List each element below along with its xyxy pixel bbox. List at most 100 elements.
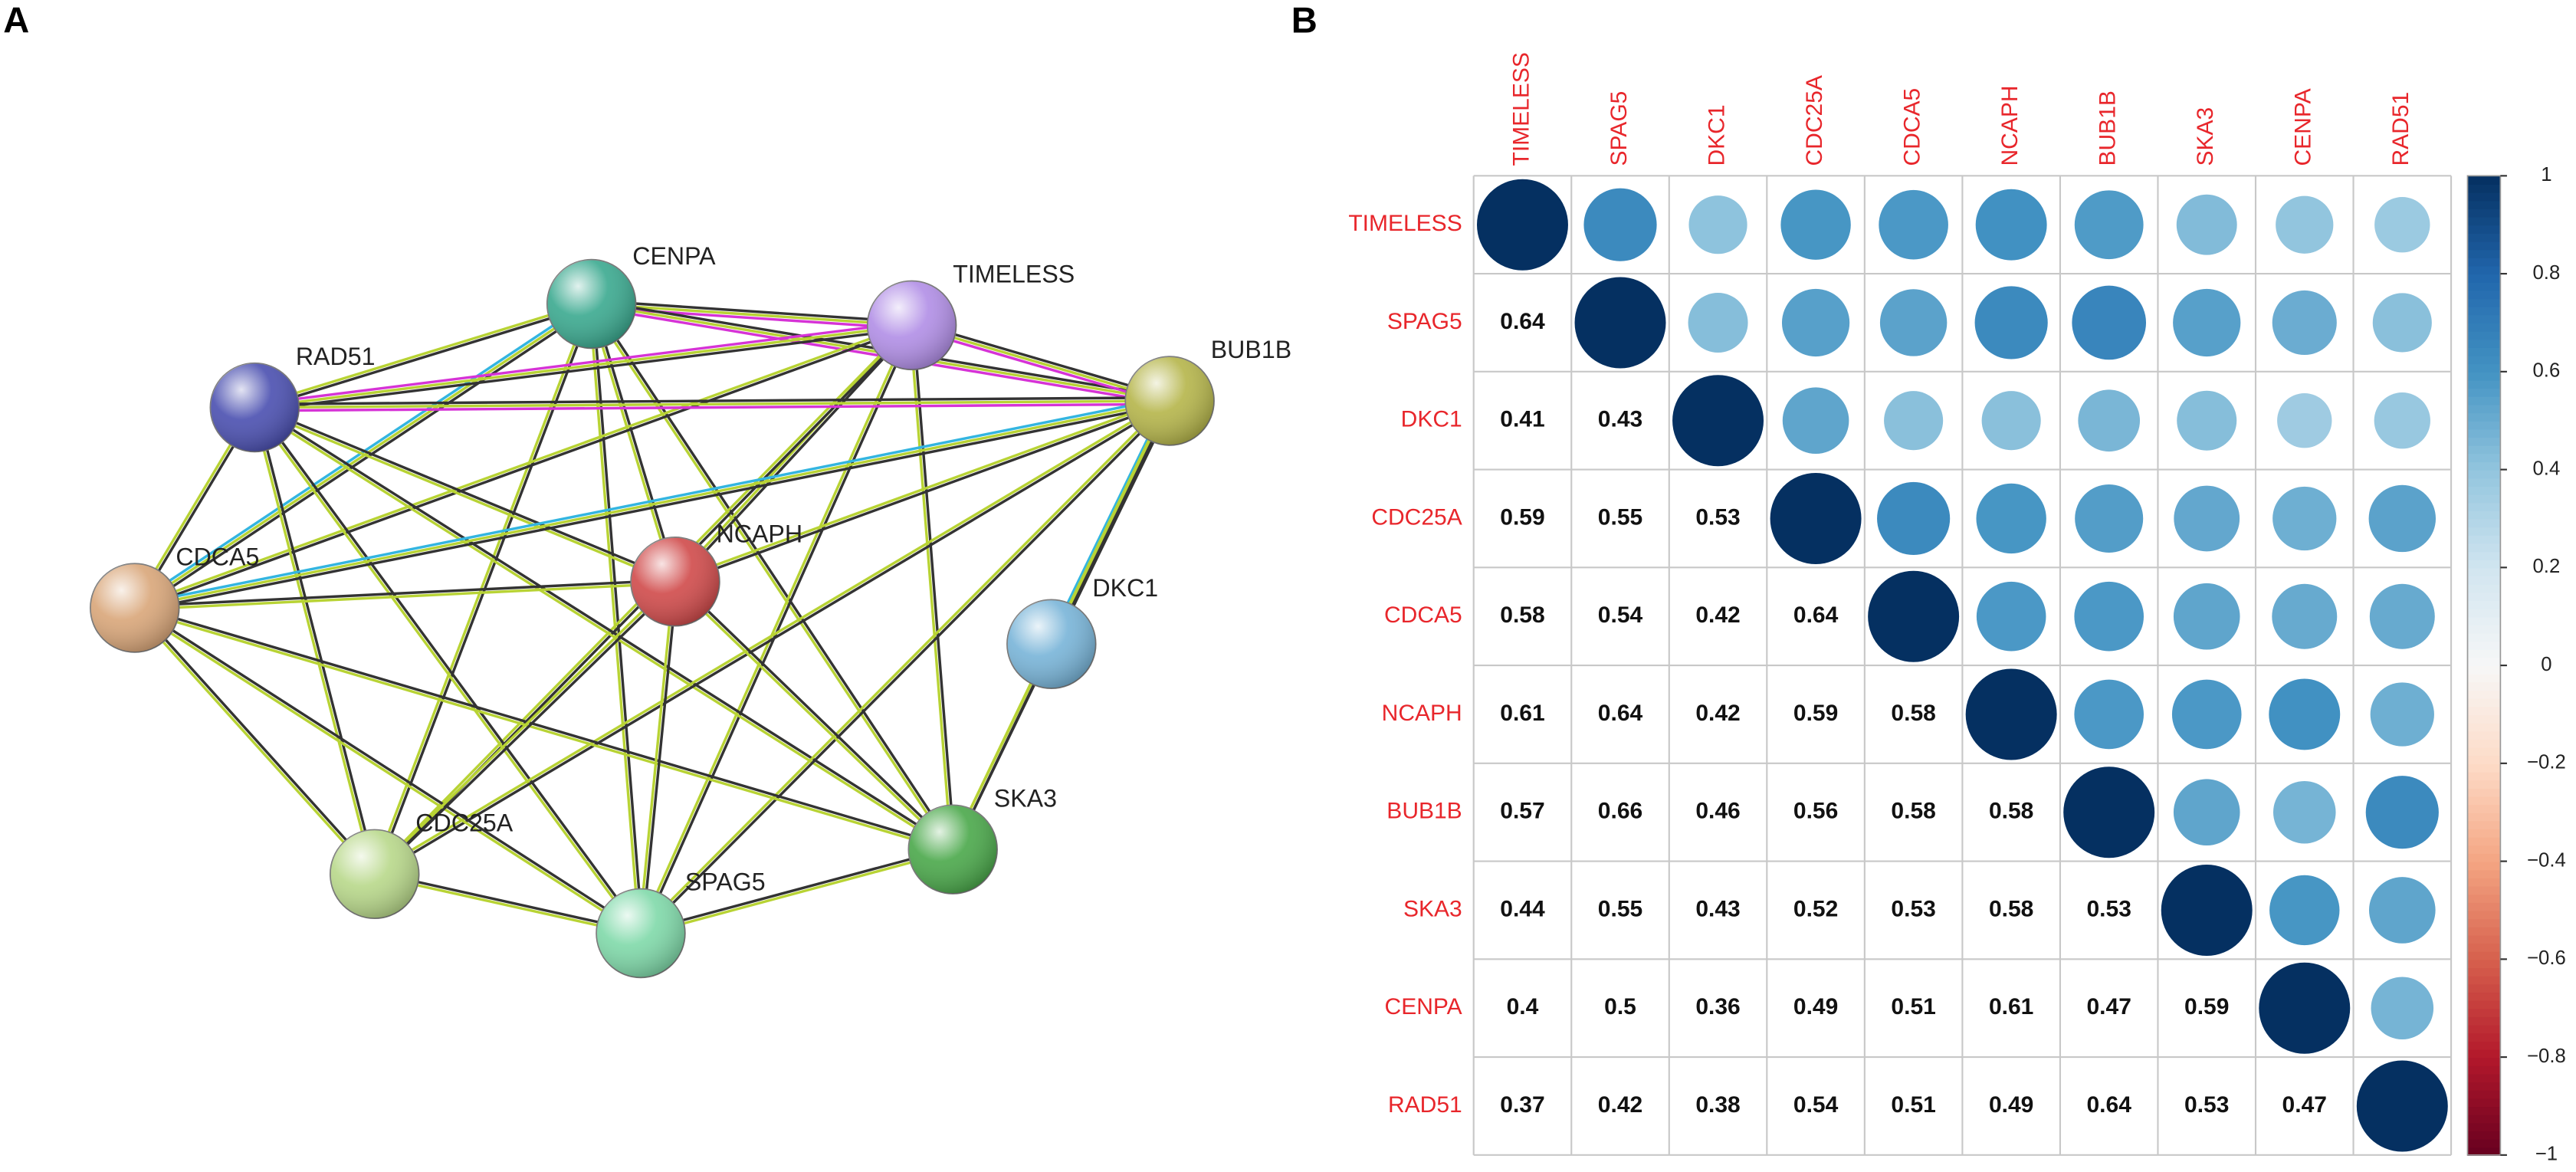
corr-value: 0.5 — [1604, 994, 1636, 1019]
colorbar-segment — [2467, 624, 2501, 634]
colorbar-segment — [2467, 494, 2501, 504]
edge — [675, 401, 1171, 585]
node-shine — [596, 888, 685, 978]
corr-circle — [2173, 779, 2240, 846]
colorbar-segment — [2467, 183, 2501, 193]
colorbar-segment — [2467, 485, 2501, 495]
node-shine — [546, 259, 636, 349]
colorbar-tick-label: 0.2 — [2533, 556, 2561, 577]
node-label: DKC1 — [1092, 574, 1158, 602]
node-label: CDCA5 — [176, 543, 259, 570]
corr-value: 0.64 — [1500, 309, 1545, 334]
colorbar-segment — [2467, 575, 2501, 585]
edge — [638, 581, 675, 934]
corr-circle — [2074, 581, 2144, 652]
colorbar-segment — [2467, 780, 2501, 789]
corr-circle — [2176, 194, 2237, 255]
row-label: SKA3 — [1403, 896, 1462, 921]
edge — [372, 398, 1170, 874]
corr-circle — [2074, 190, 2144, 260]
corr-circle — [2272, 583, 2338, 649]
row-label: BUB1B — [1386, 799, 1462, 824]
colorbar-segment — [2467, 216, 2501, 226]
colorbar-segment — [2467, 1130, 2501, 1140]
colorbar-segment — [2467, 1138, 2501, 1148]
corr-circle — [1688, 195, 1747, 254]
corr-circle — [2269, 678, 2341, 750]
edge — [133, 322, 912, 608]
corr-circle — [2356, 1060, 2448, 1152]
edge — [251, 407, 375, 875]
colorbar-segment — [2467, 543, 2501, 553]
colorbar-segment — [2467, 274, 2501, 283]
colorbar-segment — [2467, 926, 2501, 936]
colorbar-tick-label: 0.8 — [2533, 262, 2561, 284]
node-shine — [90, 563, 179, 652]
colorbar-segment — [2467, 420, 2501, 430]
row-label: TIMELESS — [1348, 211, 1462, 236]
colorbar-segment — [2467, 1032, 2501, 1042]
corr-value: 0.58 — [1989, 896, 2033, 921]
col-label: NCAPH — [1997, 85, 2023, 166]
row-label: CDCA5 — [1384, 602, 1462, 628]
colorbar-segment — [2467, 599, 2501, 609]
edge — [136, 305, 594, 612]
corr-value: 0.49 — [1989, 1092, 2033, 1118]
col-label: SKA3 — [2193, 107, 2218, 166]
edge — [254, 402, 1170, 412]
col-label: SPAG5 — [1606, 91, 1632, 166]
colorbar-segment — [2467, 404, 2501, 414]
colorbar-segment — [2467, 690, 2501, 699]
edge — [254, 405, 955, 849]
corr-circle — [2365, 776, 2439, 849]
node-shine — [908, 805, 998, 895]
corr-value: 0.58 — [1989, 799, 2033, 824]
colorbar-segment — [2467, 322, 2501, 332]
colorbar-segment — [2467, 1040, 2501, 1050]
col-label: TIMELESS — [1508, 52, 1534, 166]
corr-value: 0.59 — [1793, 701, 1838, 726]
corr-circle — [2074, 679, 2144, 750]
corr-value: 0.64 — [1598, 701, 1643, 726]
corr-circle — [1877, 481, 1951, 556]
node-label: SPAG5 — [685, 868, 766, 896]
corr-value: 0.53 — [1695, 504, 1740, 530]
colorbar-segment — [2467, 714, 2501, 724]
corr-circle — [1574, 277, 1666, 369]
colorbar-segment — [2467, 265, 2501, 275]
edge — [589, 304, 953, 852]
corr-value: 0.58 — [1500, 602, 1544, 628]
edge — [134, 582, 676, 611]
corr-circle — [2374, 392, 2430, 449]
edge — [374, 871, 642, 934]
colorbar-segment — [2467, 567, 2501, 577]
colorbar-segment — [2467, 959, 2501, 969]
colorbar-segment — [2467, 1008, 2501, 1017]
corr-value: 0.49 — [1793, 994, 1838, 1019]
node-shine — [210, 363, 300, 452]
corr-circle — [2368, 484, 2437, 553]
colorbar-segment — [2467, 787, 2501, 797]
corr-circle — [1974, 286, 2048, 359]
corr-value: 0.57 — [1500, 799, 1544, 824]
corr-value: 0.51 — [1891, 994, 1935, 1019]
corr-value: 0.42 — [1598, 1092, 1642, 1118]
colorbar-segment — [2467, 355, 2501, 365]
colorbar-segment — [2467, 225, 2501, 234]
corr-circle — [2269, 875, 2340, 946]
corr-circle — [2259, 962, 2351, 1054]
edge — [134, 399, 1170, 609]
colorbar-segment — [2467, 314, 2501, 324]
colorbar-segment — [2467, 950, 2501, 960]
colorbar-segment — [2467, 1000, 2501, 1009]
corr-circle — [2075, 484, 2144, 553]
corr-circle — [2174, 485, 2240, 552]
edge — [375, 582, 678, 877]
colorbar-segment — [2467, 673, 2501, 683]
edge — [254, 320, 912, 406]
edge — [912, 325, 957, 850]
edge — [1047, 399, 1168, 644]
corr-value: 0.38 — [1695, 1092, 1740, 1118]
corr-circle — [2272, 486, 2337, 551]
